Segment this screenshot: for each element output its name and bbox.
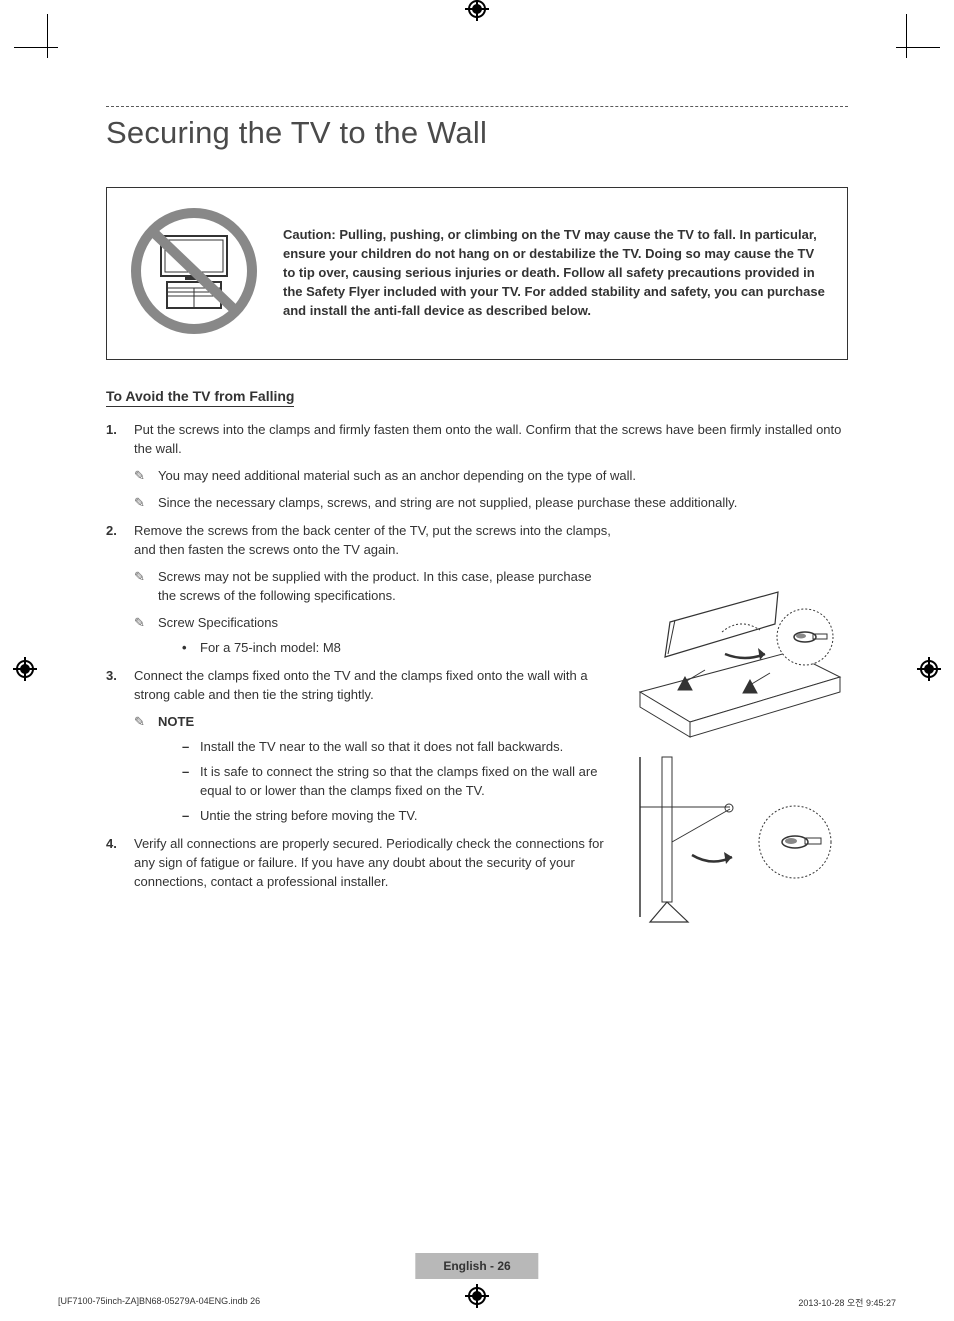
step-1: Put the screws into the clamps and firml…	[106, 421, 848, 512]
instruction-list: Put the screws into the clamps and firml…	[106, 421, 848, 512]
step-note: Screw Specifications For a 75-inch model…	[134, 614, 612, 658]
step-4: Verify all connections are properly secu…	[106, 835, 612, 892]
registration-mark-right	[920, 660, 938, 678]
page-footer-badge: English - 26	[415, 1253, 538, 1279]
caution-text: Caution: Pulling, pushing, or climbing o…	[283, 226, 825, 320]
step-2: Remove the screws from the back center o…	[106, 522, 612, 657]
diagram-side-view	[630, 747, 848, 932]
diagram-column	[630, 522, 848, 937]
step-text: Verify all connections are properly secu…	[134, 836, 604, 889]
step-note: Screws may not be supplied with the prod…	[134, 568, 612, 606]
footer-timestamp: 2013-10-28 오전 9:45:27	[798, 1296, 896, 1309]
step-note: Since the necessary clamps, screws, and …	[134, 494, 848, 513]
registration-mark-top	[468, 0, 486, 18]
step-note: You may need additional material such as…	[134, 467, 848, 486]
note-label: NOTE Install the TV near to the wall so …	[134, 713, 612, 825]
no-climb-icon	[129, 206, 259, 341]
print-footer: [UF7100-75inch-ZA]BN68-05279A-04ENG.indb…	[58, 1296, 896, 1309]
spec-bullet: For a 75-inch model: M8	[182, 639, 612, 658]
step-text: Put the screws into the clamps and firml…	[134, 422, 841, 456]
section-divider	[106, 106, 848, 107]
caution-box: Caution: Pulling, pushing, or climbing o…	[106, 187, 848, 360]
note-item: Untie the string before moving the TV.	[182, 807, 612, 826]
page-title: Securing the TV to the Wall	[106, 115, 848, 151]
note-item: It is safe to connect the string so that…	[182, 763, 612, 801]
footer-filename: [UF7100-75inch-ZA]BN68-05279A-04ENG.indb…	[58, 1296, 260, 1309]
subheading: To Avoid the TV from Falling	[106, 388, 294, 407]
step-3: Connect the clamps fixed onto the TV and…	[106, 667, 612, 825]
diagram-top-view	[630, 562, 848, 742]
registration-mark-left	[16, 660, 34, 678]
step-text: Connect the clamps fixed onto the TV and…	[134, 668, 588, 702]
step-text: Remove the screws from the back center o…	[134, 523, 611, 557]
note-item: Install the TV near to the wall so that …	[182, 738, 612, 757]
